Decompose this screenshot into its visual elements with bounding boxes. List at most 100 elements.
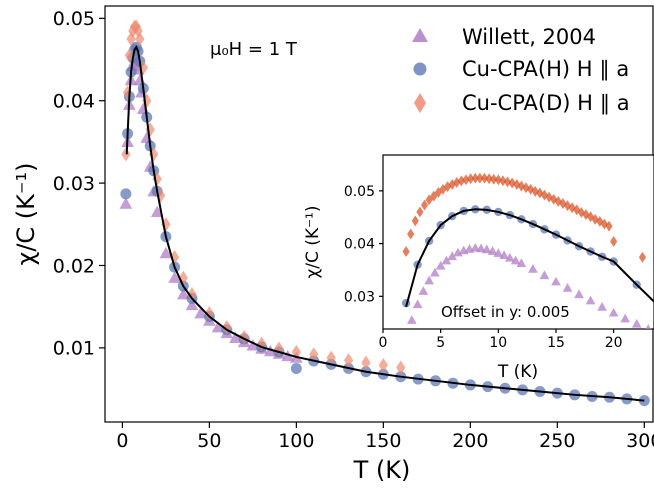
- legend-diamond-marker: [414, 93, 426, 113]
- inset-point-diamond: [471, 172, 479, 184]
- legend-label-cu-cpa-h: Cu-CPA(H) H ∥ a: [462, 57, 629, 81]
- inset-point-triangle: [608, 307, 619, 317]
- inset-point-diamond: [490, 173, 498, 185]
- main-point-diamond: [152, 171, 162, 187]
- inset-point-triangle: [424, 275, 434, 285]
- inset-point-triangle: [574, 289, 584, 299]
- inset-point-diamond: [605, 220, 613, 232]
- inset-point-diamond: [517, 180, 525, 192]
- inset-point-triangle: [620, 313, 631, 323]
- main-point-circle: [120, 188, 132, 200]
- inset-point-diamond: [531, 185, 539, 197]
- main-x-tick-label: 150: [365, 430, 401, 452]
- main-point-diamond: [155, 188, 166, 203]
- main-point-diamond: [361, 355, 371, 370]
- inset-point-triangle: [539, 270, 550, 280]
- inset-point-diamond: [527, 183, 535, 195]
- inset-point-triangle: [418, 286, 429, 295]
- main-point-triangle: [194, 306, 208, 319]
- main-x-axis-label: T (K): [353, 456, 411, 484]
- main-y-tick-label: 0.02: [53, 255, 95, 277]
- inset-point-diamond: [434, 186, 442, 198]
- inset-y-tick-label: 0.03: [344, 289, 375, 305]
- inset-point-diamond: [573, 204, 581, 216]
- inset-point-triangle: [585, 295, 596, 305]
- inset-point-diamond: [467, 173, 475, 185]
- inset-point-diamond: [476, 172, 484, 184]
- inset-point-triangle: [430, 267, 440, 277]
- main-y-tick-label: 0.04: [53, 91, 95, 113]
- inset-point-diamond: [540, 189, 549, 201]
- main-x-tick-label: 300: [626, 430, 654, 452]
- inset-point-triangle: [499, 250, 509, 260]
- inset-data-area: [401, 172, 654, 329]
- inset-point-triangle: [516, 258, 527, 267]
- main-point-diamond: [326, 350, 336, 365]
- main-point-triangle: [150, 205, 164, 218]
- inset-point-diamond: [402, 246, 410, 257]
- inset-point-triangle: [597, 302, 607, 311]
- inset-x-tick-label: 10: [489, 335, 507, 351]
- inset-point-triangle: [441, 255, 452, 265]
- main-point-triangle: [246, 339, 260, 351]
- inset-point-diamond: [457, 175, 465, 187]
- inset-point-triangle: [505, 252, 515, 262]
- inset-fit-line: [405, 208, 654, 308]
- inset-point-triangle: [406, 315, 417, 324]
- inset-point-diamond: [494, 174, 502, 186]
- main-point-triangle: [185, 298, 199, 311]
- inset-y-axis-label: χ/C (K⁻¹): [303, 205, 323, 278]
- inset-point-diamond: [420, 199, 429, 211]
- inset-point-diamond: [610, 236, 618, 247]
- inset-x-tick-label: 20: [605, 335, 623, 351]
- inset-point-diamond: [582, 209, 590, 221]
- main-point-triangle: [119, 197, 133, 209]
- main-point-diamond: [133, 23, 143, 38]
- inset-point-triangle: [435, 260, 446, 270]
- inset-point-diamond: [416, 206, 424, 218]
- inset-point-triangle: [562, 283, 573, 292]
- inset-point-diamond: [407, 228, 415, 240]
- main-x-tick-label: 200: [452, 430, 488, 452]
- inset-point-diamond: [480, 172, 489, 184]
- main-x-tick-label: 100: [278, 430, 314, 452]
- inset-point-diamond: [453, 176, 461, 188]
- main-y-axis-label: χ/C (K⁻¹): [12, 162, 40, 265]
- offset-annotation: Offset in y: 0.005: [441, 303, 570, 321]
- main-chart-axes: 0 50 100 150 200 250 300 0.01 0.02 0.03 0.04 0.05: [53, 8, 654, 452]
- legend-triangle-marker: [412, 28, 428, 42]
- main-point-diamond: [239, 330, 249, 345]
- main-x-tick-label: 0: [116, 430, 128, 452]
- inset-x-tick-label: 15: [547, 335, 565, 351]
- inset-point-diamond: [499, 175, 507, 187]
- legend-circle-marker: [413, 62, 427, 76]
- inset-point-diamond: [411, 215, 419, 227]
- legend: Willett, 2004 Cu-CPA(H) H ∥ a Cu-CPA(D) …: [412, 25, 630, 115]
- inset-y-tick-label: 0.05: [344, 184, 375, 200]
- inset-y-tick-label: 0.04: [344, 237, 375, 253]
- inset-point-triangle: [493, 248, 504, 257]
- inset-point-diamond: [550, 193, 558, 205]
- field-annotation: μ₀H = 1 T: [210, 39, 298, 60]
- main-x-tick-label: 250: [539, 430, 575, 452]
- inset-point-triangle: [481, 244, 492, 254]
- inset-point-triangle: [528, 264, 538, 273]
- inset-point-triangle: [487, 246, 498, 255]
- inset-chart: 0 5 10 15 20 0.03 0.04 0.05 T (K) χ/C (K⁻¹) Off…: [303, 154, 654, 382]
- inset-point-diamond: [503, 176, 512, 188]
- inset-point-diamond: [568, 202, 576, 214]
- inset-point-triangle: [631, 318, 642, 328]
- inset-point-diamond: [485, 173, 493, 185]
- inset-point-triangle: [645, 324, 651, 329]
- legend-label-willett: Willett, 2004: [462, 25, 596, 49]
- main-x-tick-label: 50: [197, 430, 221, 452]
- inset-chart-marks: [401, 172, 654, 329]
- inset-x-tick-label: 5: [436, 335, 445, 351]
- main-y-tick-label: 0.01: [53, 338, 95, 360]
- inset-point-triangle: [476, 243, 486, 253]
- inset-point-triangle: [447, 251, 458, 261]
- main-chart-marks: [119, 19, 650, 407]
- main-point-diamond: [222, 320, 232, 335]
- inset-point-triangle: [412, 299, 423, 309]
